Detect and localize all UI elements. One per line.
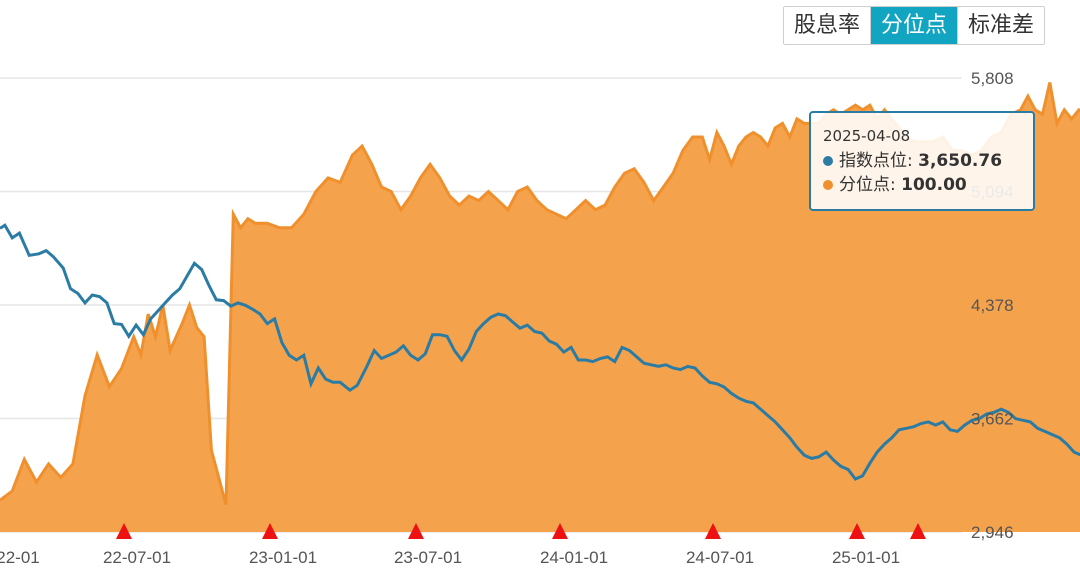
x-tick-label: 22-07-01 <box>103 548 171 567</box>
y-tick-label: 2,946 <box>971 523 1014 542</box>
tooltip-value-index: 3,650.76 <box>918 151 1003 171</box>
tab-percentile[interactable]: 分位点 <box>870 7 958 44</box>
event-marker-icon[interactable] <box>552 523 568 539</box>
tab-dividend-yield[interactable]: 股息率 <box>784 7 871 44</box>
event-markers <box>116 523 926 539</box>
x-axis: 22-01 22-07-01 23-01-01 23-07-01 24-01-01 24-… <box>0 548 900 567</box>
x-tick-label: 24-07-01 <box>686 548 754 567</box>
x-tick-label: 23-01-01 <box>249 548 317 567</box>
index-line <box>0 223 1080 481</box>
x-tick-label: 22-01 <box>0 548 40 567</box>
event-marker-icon[interactable] <box>705 523 721 539</box>
view-tabs: 股息率 分位点 标准差 <box>783 6 1046 45</box>
tooltip-label-percentile: 分位点 <box>839 175 890 195</box>
series-dot-icon <box>823 156 833 166</box>
event-marker-icon[interactable] <box>116 523 132 539</box>
y-tick-label: 5,808 <box>971 69 1014 88</box>
x-tick-label: 23-07-01 <box>394 548 462 567</box>
y-tick-label: 3,662 <box>971 410 1014 429</box>
event-marker-icon[interactable] <box>849 523 865 539</box>
tooltip: 2025-04-08 指数点位: 3,650.76 分位点: 100.00 <box>809 111 1035 211</box>
event-marker-icon[interactable] <box>408 523 424 539</box>
tab-std-dev[interactable]: 标准差 <box>957 7 1045 44</box>
event-marker-icon[interactable] <box>262 523 278 539</box>
series-dot-icon <box>823 180 833 190</box>
tooltip-date: 2025-04-08 <box>823 127 911 145</box>
tooltip-label-index: 指数点位 <box>839 151 907 171</box>
tooltip-value-percentile: 100.00 <box>901 175 967 195</box>
event-marker-icon[interactable] <box>910 523 926 539</box>
x-tick-label: 25-01-01 <box>832 548 900 567</box>
y-tick-label: 4,378 <box>971 296 1014 315</box>
percentile-line <box>0 82 1080 506</box>
tooltip-row-percentile: 分位点: 100.00 <box>823 173 1021 197</box>
x-tick-label: 24-01-01 <box>540 548 608 567</box>
tooltip-row-index: 指数点位: 3,650.76 <box>823 149 1021 173</box>
